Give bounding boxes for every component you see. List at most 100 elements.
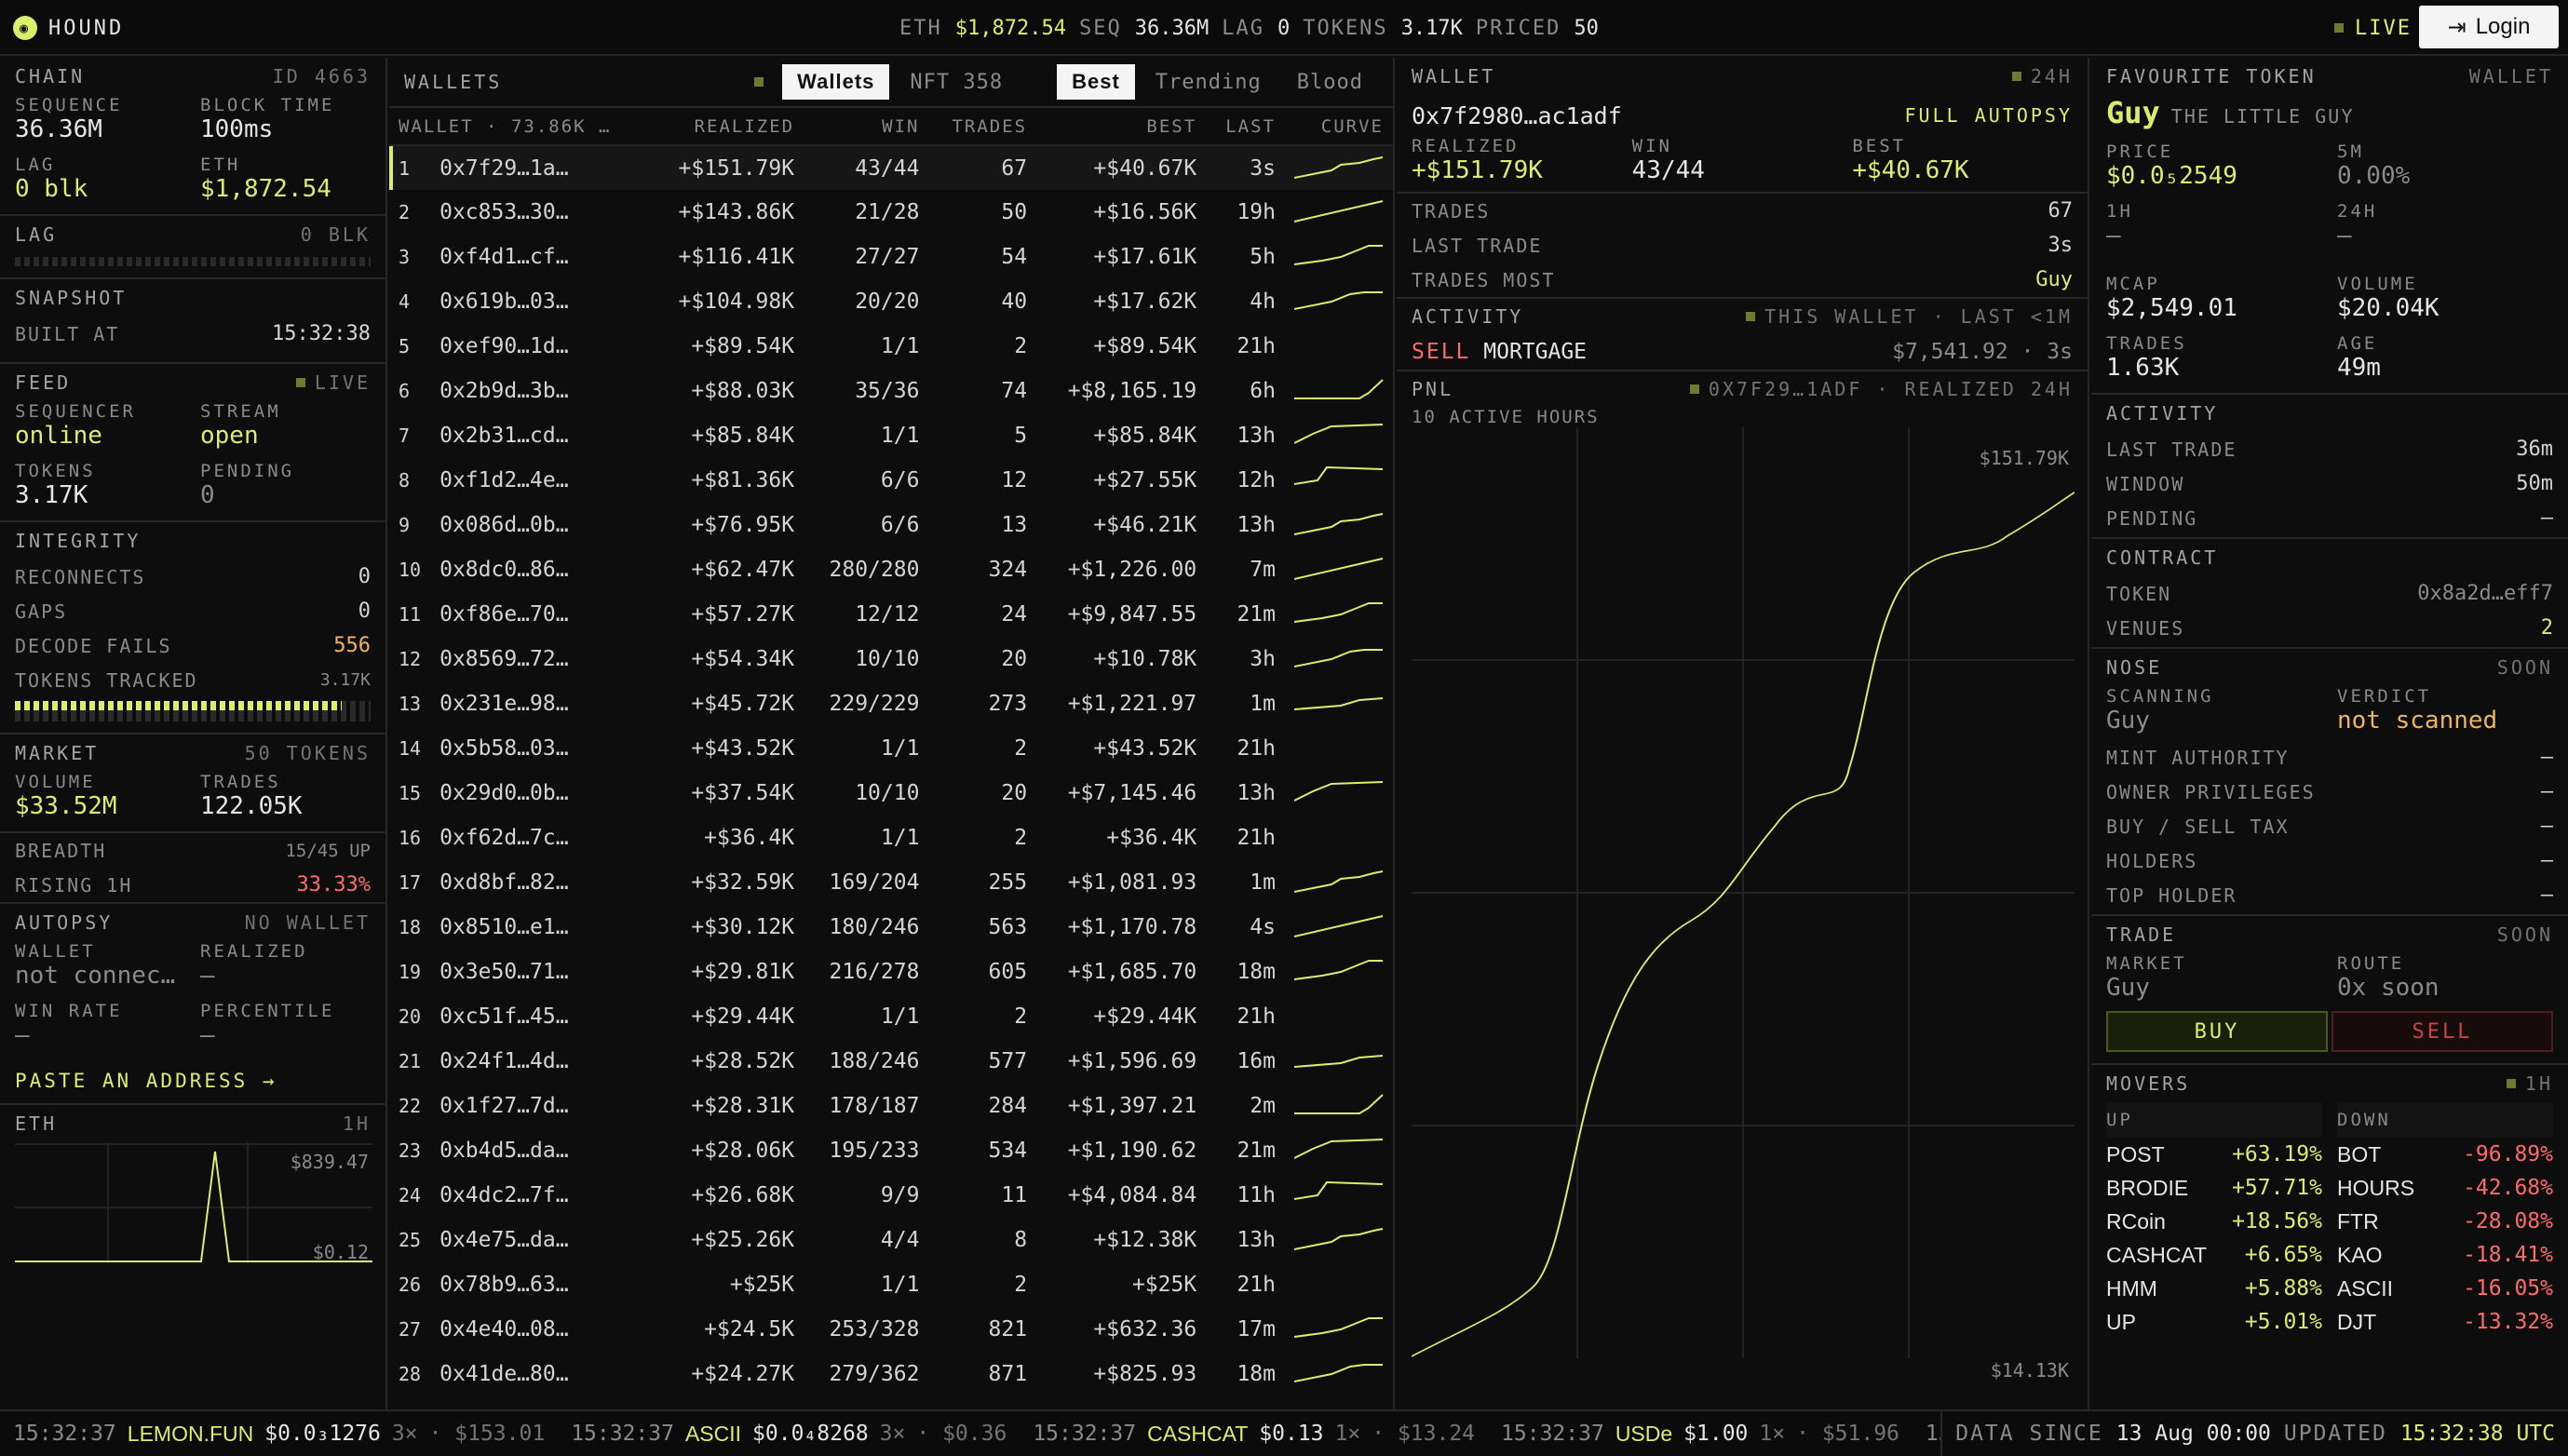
realized-value: +$116.41K [678, 245, 795, 269]
ticker-item[interactable]: 15:32:37 USDe $1.00 1× · $51.96 [1488, 1422, 1912, 1447]
col-best[interactable]: BEST [1036, 108, 1207, 146]
label: STREAM [200, 401, 281, 422]
brand[interactable]: ◉ HOUND [13, 0, 124, 56]
realized-value: +$81.36K [691, 468, 795, 492]
token-address[interactable]: 0x8a2d…eff7 [2417, 582, 2553, 605]
col-last[interactable]: LAST [1206, 108, 1285, 146]
last-value: 1m [1250, 692, 1276, 716]
login-label: Login [2475, 14, 2531, 39]
table-row[interactable]: 21 0x24f1…4d… +$28.52K 188/246 577 +$1,596.69… [389, 1039, 1393, 1084]
trade-amount: $7,541.92 · 3s [1892, 340, 2073, 364]
best-value: +$46.21K [1093, 513, 1197, 537]
mover-row[interactable]: BRODIE +57.71% [2106, 1171, 2322, 1205]
tab-nft[interactable]: NFT 358 [910, 70, 1004, 94]
last-trade-value: 36m [2516, 438, 2553, 461]
table-row[interactable]: 27 0x4e40…08… +$24.5K 253/328 821 +$632.36 17m [389, 1307, 1393, 1352]
login-button[interactable]: ⇥ Login [2419, 6, 2559, 48]
table-row[interactable]: 11 0xf86e…70… +$57.27K 12/12 24 +$9,847.55 21m [389, 592, 1393, 637]
win-value: 20/20 [855, 290, 920, 314]
table-row[interactable]: 16 0xf62d…7c… +$36.4K 1/1 2 +$36.4K 21h [389, 816, 1393, 860]
trades-most-value[interactable]: Guy [2035, 268, 2073, 291]
token-symbol[interactable]: Guy [2106, 95, 2160, 130]
col-win[interactable]: WIN [804, 108, 929, 146]
table-row[interactable]: 15 0x29d0…0b… +$37.54K 10/10 20 +$7,145.46 13h [389, 771, 1393, 816]
ticker-amount: · $51.96 [1796, 1422, 1899, 1446]
col-trades[interactable]: TRADES [928, 108, 1037, 146]
wallet-address[interactable]: 0x7f2980…ac1adf [1412, 101, 1622, 129]
table-row[interactable]: 20 0xc51f…45… +$29.44K 1/1 2 +$29.44K 21h [389, 994, 1393, 1039]
table-row[interactable]: 13 0x231e…98… +$45.72K 229/229 273 +$1,221.97… [389, 681, 1393, 726]
ticker-item[interactable]: 15:32:37 LEMON.FUN $0.0₃1276 3× · $153.01 [0, 1422, 558, 1447]
mover-row[interactable]: FTR -28.08% [2337, 1205, 2553, 1238]
activity-row[interactable]: SELL MORTGAGE $7,541.92 · 3s [1412, 334, 2073, 370]
col-wallet[interactable]: WALLET · 73.86K … [389, 108, 649, 146]
data-footer: DATA SINCE 13 Aug 00:00 UPDATED 15:32:38 U… [1940, 1411, 2568, 1456]
table-row[interactable]: 14 0x5b58…03… +$43.52K 1/1 2 +$43.52K 21h [389, 726, 1393, 771]
movers-down-header: DOWN [2337, 1102, 2553, 1138]
table-row[interactable]: 4 0x619b…03… +$104.98K 20/20 40 +$17.62K 4h [389, 279, 1393, 324]
mover-row[interactable]: KAO -18.41% [2337, 1238, 2553, 1272]
tab-wallets[interactable]: Wallets [782, 64, 890, 100]
fav-tag: WALLET [2468, 65, 2553, 88]
mover-change: +5.01% [2244, 1310, 2322, 1334]
mover-row[interactable]: ASCII -16.05% [2337, 1272, 2553, 1305]
mover-row[interactable]: HMM +5.88% [2106, 1272, 2322, 1305]
table-row[interactable]: 8 0xf1d2…4e… +$81.36K 6/6 12 +$27.55K 12h [389, 458, 1393, 503]
mover-row[interactable]: UP +5.01% [2106, 1305, 2322, 1339]
section-title: FAVOURITE TOKEN [2106, 65, 2317, 88]
table-row[interactable]: 3 0xf4d1…cf… +$116.41K 27/27 54 +$17.61K 5h [389, 235, 1393, 279]
row-rank: 25 [399, 1229, 422, 1251]
table-row[interactable]: 25 0x4e75…da… +$25.26K 4/4 8 +$12.38K 13h [389, 1218, 1393, 1262]
ticker-item[interactable]: 15:32:37 CASHCAT $0.13 1× · $13.24 [1020, 1422, 1488, 1447]
tokens-tracked-bar [15, 701, 371, 721]
table-row[interactable]: 9 0x086d…0b… +$76.95K 6/6 13 +$46.21K 13h [389, 503, 1393, 547]
table-row[interactable]: 18 0x8510…e1… +$30.12K 180/246 563 +$1,170.78… [389, 905, 1393, 950]
table-row[interactable]: 19 0x3e50…71… +$29.81K 216/278 605 +$1,685.70… [389, 950, 1393, 994]
label: MCAP [2106, 274, 2160, 294]
table-row[interactable]: 24 0x4dc2…7f… +$26.68K 9/9 11 +$4,084.84 11h [389, 1173, 1393, 1218]
curve-cell [1285, 905, 1393, 950]
full-autopsy-link[interactable]: FULL AUTOPSY [1904, 104, 2073, 127]
best-value: +$10.78K [1093, 647, 1197, 671]
table-row[interactable]: 22 0x1f27…7d… +$28.31K 178/187 284 +$1,397.21… [389, 1084, 1393, 1128]
table-row[interactable]: 10 0x8dc0…86… +$62.47K 280/280 324 +$1,226.00… [389, 547, 1393, 592]
last-value: 21h [1237, 736, 1276, 761]
label: TRADES MOST [1412, 268, 1556, 291]
table-row[interactable]: 23 0xb4d5…da… +$28.06K 195/233 534 +$1,190.62… [389, 1128, 1393, 1173]
table-row[interactable]: 12 0x8569…72… +$54.34K 10/10 20 +$10.78K 3h [389, 637, 1393, 681]
label: TRADES [200, 772, 281, 792]
sort-blood[interactable]: Blood [1296, 70, 1363, 94]
mover-row[interactable]: HOURS -42.68% [2337, 1171, 2553, 1205]
wallet-address: 0x4dc2…7f… [439, 1183, 569, 1207]
table-row[interactable]: 26 0x78b9…63… +$25K 1/1 2 +$25K 21h [389, 1262, 1393, 1307]
mover-row[interactable]: RCoin +18.56% [2106, 1205, 2322, 1238]
sell-button[interactable]: SELL [2331, 1011, 2553, 1052]
table-row[interactable]: 6 0x2b9d…3b… +$88.03K 35/36 74 +$8,165.19 6h [389, 369, 1393, 413]
col-curve: CURVE [1285, 108, 1393, 146]
table-row[interactable]: 2 0xc853…30… +$143.86K 21/28 50 +$16.56K 19h [389, 190, 1393, 235]
mover-row[interactable]: DJT -13.32% [2337, 1305, 2553, 1339]
table-row[interactable]: 28 0x41de…80… +$24.27K 279/362 871 +$825.93 18… [389, 1352, 1393, 1396]
table-row[interactable]: 1 0x7f29…1a… +$151.79K 43/44 67 +$40.67K 3s [389, 145, 1393, 190]
best-value: +$1,081.93 [1067, 870, 1197, 895]
mover-row[interactable]: CASHCAT +6.65% [2106, 1238, 2322, 1272]
sort-trending[interactable]: Trending [1155, 70, 1262, 94]
mover-row[interactable]: POST +63.19% [2106, 1138, 2322, 1171]
ticker-item[interactable]: 15:32:37 ASCII $0.0₄8268 3× · $0.36 [558, 1422, 1020, 1447]
buy-button[interactable]: BUY [2106, 1011, 2328, 1052]
col-realized[interactable]: REALIZED [648, 108, 804, 146]
section-title: MARKET [15, 742, 100, 764]
table-row[interactable]: 7 0x2b31…cd… +$85.84K 1/1 5 +$85.84K 13h [389, 413, 1393, 458]
wallet-address: 0x086d…0b… [439, 513, 569, 537]
table-row[interactable]: 5 0xef90…1d… +$89.54K 1/1 2 +$89.54K 21h [389, 324, 1393, 369]
row-rank: 13 [399, 693, 422, 715]
mover-row[interactable]: BOT -96.89% [2337, 1138, 2553, 1171]
curve-cell [1285, 994, 1393, 1039]
sort-best[interactable]: Best [1057, 64, 1135, 100]
best-value: +$7,145.46 [1067, 781, 1197, 805]
paste-address-link[interactable]: PASTE AN ADDRESS → [15, 1070, 277, 1092]
contract-section: CONTRACT TOKEN 0x8a2d…eff7 VENUES 2 [2091, 539, 2568, 649]
last-value: 13h [1237, 513, 1276, 537]
table-row[interactable]: 17 0xd8bf…82… +$32.59K 169/204 255 +$1,081.93… [389, 860, 1393, 905]
label: REALIZED [1412, 136, 1520, 156]
